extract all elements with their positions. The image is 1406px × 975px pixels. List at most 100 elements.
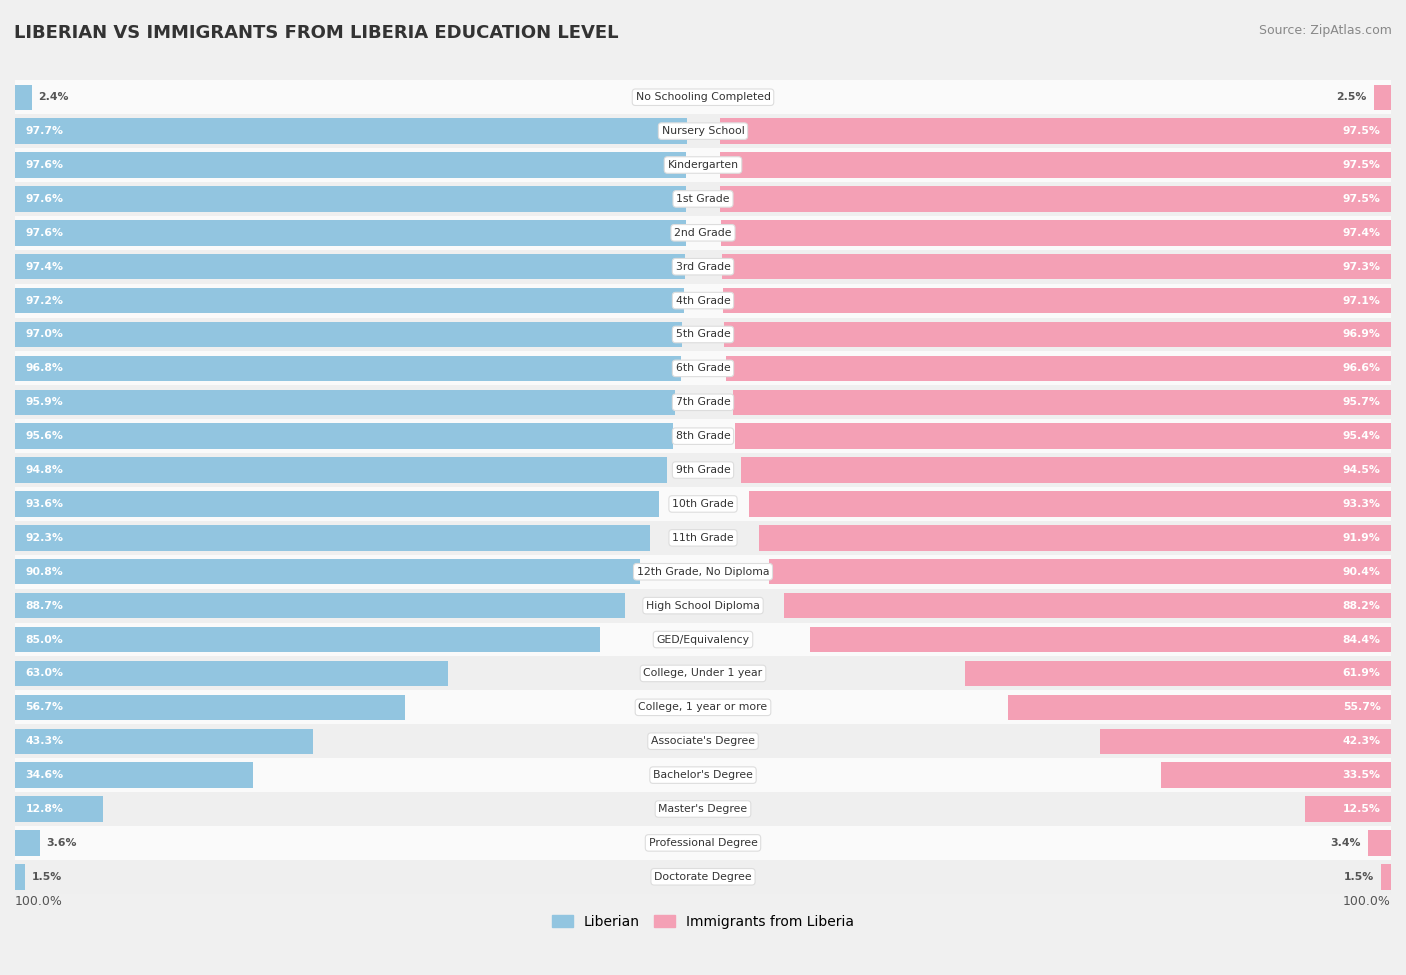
Text: 97.4%: 97.4% — [25, 261, 63, 272]
Text: 3.4%: 3.4% — [1330, 838, 1361, 848]
Bar — [721, 254, 1391, 280]
Text: 61.9%: 61.9% — [1343, 669, 1381, 679]
Text: 97.5%: 97.5% — [1343, 126, 1381, 137]
Text: 4th Grade: 4th Grade — [676, 295, 730, 305]
Bar — [1368, 830, 1391, 856]
Bar — [723, 288, 1391, 313]
Bar — [727, 356, 1391, 381]
Text: 97.5%: 97.5% — [1343, 160, 1381, 170]
Bar — [810, 627, 1391, 652]
Text: 90.4%: 90.4% — [1343, 566, 1381, 577]
Bar — [1381, 864, 1391, 889]
Bar — [785, 593, 1391, 618]
Bar — [15, 80, 1391, 114]
Text: 43.3%: 43.3% — [25, 736, 63, 746]
Bar — [15, 220, 686, 246]
Text: Nursery School: Nursery School — [662, 126, 744, 137]
Bar — [15, 390, 675, 415]
Bar — [15, 356, 681, 381]
Bar — [15, 182, 1391, 215]
Text: 63.0%: 63.0% — [25, 669, 63, 679]
Bar — [15, 661, 449, 686]
Bar — [741, 457, 1391, 483]
Bar — [15, 724, 1391, 759]
Text: 95.9%: 95.9% — [25, 397, 63, 408]
Bar — [15, 830, 39, 856]
Text: 3rd Grade: 3rd Grade — [675, 261, 731, 272]
Text: 12.5%: 12.5% — [1343, 804, 1381, 814]
Text: 88.7%: 88.7% — [25, 601, 63, 610]
Text: 95.7%: 95.7% — [1343, 397, 1381, 408]
Bar — [15, 797, 103, 822]
Bar — [15, 254, 685, 280]
Bar — [15, 593, 626, 618]
Bar — [724, 322, 1391, 347]
Text: Master's Degree: Master's Degree — [658, 804, 748, 814]
Text: College, Under 1 year: College, Under 1 year — [644, 669, 762, 679]
Text: 95.4%: 95.4% — [1343, 431, 1381, 441]
Bar — [15, 148, 1391, 182]
Bar — [735, 423, 1391, 448]
Bar — [15, 487, 1391, 521]
Bar — [15, 288, 683, 313]
Bar — [15, 627, 600, 652]
Text: 97.7%: 97.7% — [25, 126, 63, 137]
Text: Kindergarten: Kindergarten — [668, 160, 738, 170]
Bar — [15, 694, 405, 720]
Bar — [15, 419, 1391, 453]
Bar — [720, 186, 1391, 212]
Text: 97.3%: 97.3% — [1343, 261, 1381, 272]
Bar — [15, 656, 1391, 690]
Text: 97.6%: 97.6% — [25, 194, 63, 204]
Bar — [15, 589, 1391, 623]
Bar — [15, 728, 314, 754]
Text: Professional Degree: Professional Degree — [648, 838, 758, 848]
Bar — [15, 491, 659, 517]
Text: 100.0%: 100.0% — [1343, 895, 1391, 908]
Bar — [1305, 797, 1391, 822]
Text: 11th Grade: 11th Grade — [672, 533, 734, 543]
Text: 8th Grade: 8th Grade — [676, 431, 730, 441]
Text: 85.0%: 85.0% — [25, 635, 63, 644]
Text: 1.5%: 1.5% — [32, 872, 62, 881]
Text: 7th Grade: 7th Grade — [676, 397, 730, 408]
Text: Doctorate Degree: Doctorate Degree — [654, 872, 752, 881]
Text: GED/Equivalency: GED/Equivalency — [657, 635, 749, 644]
Text: 97.5%: 97.5% — [1343, 194, 1381, 204]
Text: 2.5%: 2.5% — [1337, 93, 1367, 102]
Bar — [1374, 85, 1391, 110]
Bar — [720, 152, 1391, 177]
Text: 2.4%: 2.4% — [38, 93, 69, 102]
Text: 42.3%: 42.3% — [1343, 736, 1381, 746]
Bar — [15, 186, 686, 212]
Text: 93.6%: 93.6% — [25, 499, 63, 509]
Text: 55.7%: 55.7% — [1343, 702, 1381, 713]
Bar — [15, 521, 1391, 555]
Bar — [15, 284, 1391, 318]
Text: 93.3%: 93.3% — [1343, 499, 1381, 509]
Text: 100.0%: 100.0% — [15, 895, 63, 908]
Bar — [15, 762, 253, 788]
Text: High School Diploma: High School Diploma — [647, 601, 759, 610]
Bar — [759, 526, 1391, 551]
Text: LIBERIAN VS IMMIGRANTS FROM LIBERIA EDUCATION LEVEL: LIBERIAN VS IMMIGRANTS FROM LIBERIA EDUC… — [14, 24, 619, 42]
Bar — [733, 390, 1391, 415]
Text: Associate's Degree: Associate's Degree — [651, 736, 755, 746]
Text: 84.4%: 84.4% — [1343, 635, 1381, 644]
Text: 95.6%: 95.6% — [25, 431, 63, 441]
Text: 1.5%: 1.5% — [1344, 872, 1374, 881]
Text: 97.0%: 97.0% — [25, 330, 63, 339]
Text: 94.8%: 94.8% — [25, 465, 63, 475]
Bar — [15, 555, 1391, 589]
Text: 91.9%: 91.9% — [1343, 533, 1381, 543]
Bar — [769, 559, 1391, 584]
Text: 92.3%: 92.3% — [25, 533, 63, 543]
Bar — [1008, 694, 1391, 720]
Bar — [15, 690, 1391, 724]
Bar — [15, 559, 640, 584]
Text: 96.6%: 96.6% — [1343, 364, 1381, 373]
Bar — [15, 385, 1391, 419]
Bar — [1099, 728, 1391, 754]
Bar — [15, 114, 1391, 148]
Text: 1st Grade: 1st Grade — [676, 194, 730, 204]
